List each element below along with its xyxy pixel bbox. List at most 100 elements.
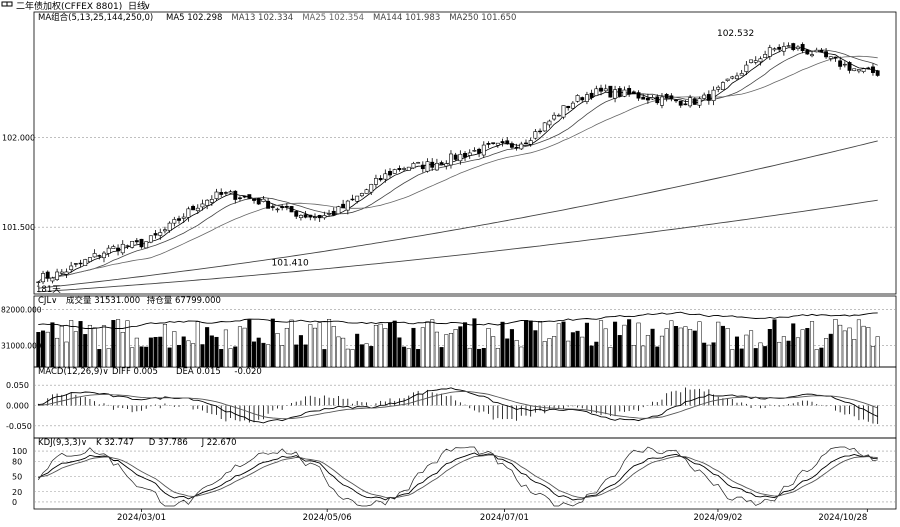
candle [683, 103, 688, 106]
candle [420, 164, 425, 170]
candle [491, 142, 496, 144]
kdj-legend-label[interactable]: KDJ(9,3,3)∨ [38, 438, 87, 448]
candle [838, 60, 843, 67]
period-caret-icon[interactable]: ∨ [144, 2, 151, 12]
volume-bar [631, 345, 636, 368]
ma-legend-label[interactable]: MA组合(5,13,25,144,250,0) [38, 12, 153, 23]
volume-bar [237, 326, 242, 368]
volume-bar [842, 330, 847, 368]
candle [739, 73, 744, 76]
candle [116, 247, 120, 252]
candle [688, 97, 693, 107]
candle [69, 265, 74, 270]
volume-bar [167, 347, 172, 368]
legend-item: 成交量 31531.000 [66, 295, 140, 306]
volume-bar [181, 336, 186, 368]
candle [814, 49, 819, 53]
volume-bar [805, 328, 810, 368]
macd-legend-label[interactable]: MACD(12,26,9)∨ [38, 367, 109, 377]
volume-legend-items: 成交量 31531.000 持仓量 67799.000 [66, 295, 221, 306]
candle [824, 51, 829, 58]
candle [744, 64, 749, 72]
volume-bar [603, 328, 608, 368]
candle [711, 89, 716, 101]
volume-bar [191, 343, 196, 368]
volume-bar [491, 336, 496, 368]
volume-bar [416, 349, 421, 368]
volume-bar [341, 337, 346, 368]
candle [603, 88, 608, 92]
candle [59, 271, 64, 274]
volume-bar [556, 323, 561, 368]
volume-bar [312, 327, 318, 368]
volume-bar [322, 349, 327, 368]
volume-bar [852, 339, 857, 368]
candle [50, 277, 55, 282]
volume-bar [247, 319, 252, 368]
candle [805, 49, 810, 55]
candle [660, 96, 664, 106]
candle [669, 95, 674, 99]
volume-bar [111, 320, 116, 368]
volume-bar [519, 346, 524, 368]
open-interest-line [38, 311, 878, 329]
candle [458, 153, 463, 162]
volume-bar [683, 326, 688, 368]
candle [130, 241, 135, 248]
candle [463, 153, 467, 158]
legend-item: 持仓量 67799.000 [147, 295, 221, 306]
volume-bar [223, 329, 228, 368]
volume-bar [270, 318, 275, 368]
period-selector[interactable]: 日线 [128, 0, 146, 12]
candle [416, 162, 421, 164]
candle [856, 69, 861, 72]
volume-bar [566, 340, 571, 368]
candle [599, 87, 603, 92]
volume-bar [73, 331, 78, 368]
volume-bar [430, 319, 435, 368]
ma-legend-item: MA144 101.983 [373, 13, 440, 23]
candle [355, 195, 360, 202]
volume-bar [655, 346, 660, 368]
panel-frame [33, 366, 897, 439]
volume-bar [139, 346, 144, 368]
candle [500, 141, 505, 143]
x-tick-label: 2024/07/01 [480, 513, 529, 523]
candle [631, 91, 636, 95]
kdj-d-line [38, 454, 878, 499]
volume-bar [636, 322, 641, 368]
volume-bar [711, 342, 716, 368]
volume-bar [266, 344, 271, 368]
volume-bar [350, 349, 355, 368]
candle [406, 166, 411, 171]
ma-line [38, 47, 878, 283]
candle [83, 259, 88, 266]
candle [495, 142, 500, 146]
candle [345, 200, 350, 211]
volume-bar [162, 324, 167, 368]
candle [697, 98, 702, 106]
volume-bar [444, 334, 449, 368]
volume-bar [870, 346, 875, 368]
volume-bar [622, 324, 627, 368]
volume-bar [69, 320, 74, 368]
candle [233, 190, 238, 200]
candle [678, 100, 683, 106]
volume-bar [214, 336, 219, 368]
candle [833, 56, 838, 59]
candle [547, 120, 552, 126]
volume-bar [125, 320, 130, 368]
volume-bar [669, 320, 674, 368]
candle [566, 105, 571, 109]
volume-bar [772, 319, 777, 368]
candle [205, 199, 210, 206]
volume-legend-label[interactable]: CJL∨ [38, 296, 57, 306]
volume-bar [205, 327, 210, 368]
candle [228, 191, 233, 194]
candle [41, 273, 45, 283]
candle [861, 68, 866, 72]
kdj-y-tick: 50 [12, 473, 22, 482]
candle [102, 252, 106, 259]
candle [45, 271, 50, 279]
candle [791, 43, 796, 50]
